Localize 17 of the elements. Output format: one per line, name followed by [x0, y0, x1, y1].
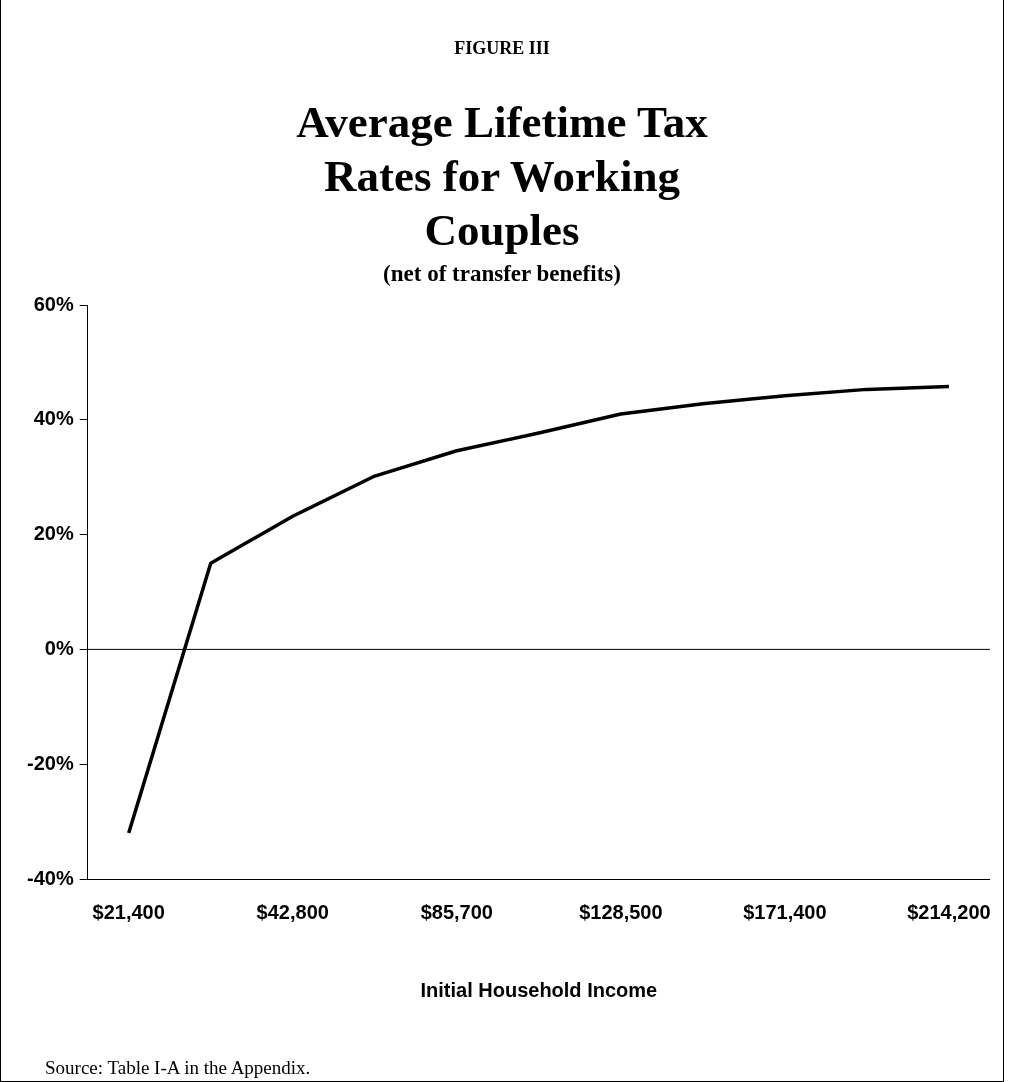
- x-tick-label: $21,400: [92, 900, 165, 923]
- chart-subtitle: (net of transfer benefits): [382, 261, 622, 287]
- y-tick-label: 0%: [44, 636, 74, 659]
- source-note: Source: Table I-A in the Appendix.: [44, 1057, 312, 1079]
- y-tick-label: 60%: [33, 292, 74, 315]
- x-tick-label: $214,200: [907, 900, 991, 923]
- y-tick-label: 40%: [33, 407, 74, 430]
- chart-title: Average Lifetime Tax Rates for Working Couples: [295, 96, 709, 257]
- y-tick-label: -40%: [26, 866, 74, 889]
- text: FIGURE III: [453, 37, 551, 59]
- x-tick-label: $171,400: [743, 900, 827, 923]
- y-tick-label: -20%: [26, 751, 74, 774]
- x-axis-title: Initial Household Income: [420, 978, 658, 1001]
- x-tick-label: $128,500: [579, 900, 663, 923]
- x-tick-label: $85,700: [420, 900, 493, 923]
- x-tick-label: $42,800: [256, 900, 329, 923]
- y-tick-label: 20%: [33, 522, 74, 545]
